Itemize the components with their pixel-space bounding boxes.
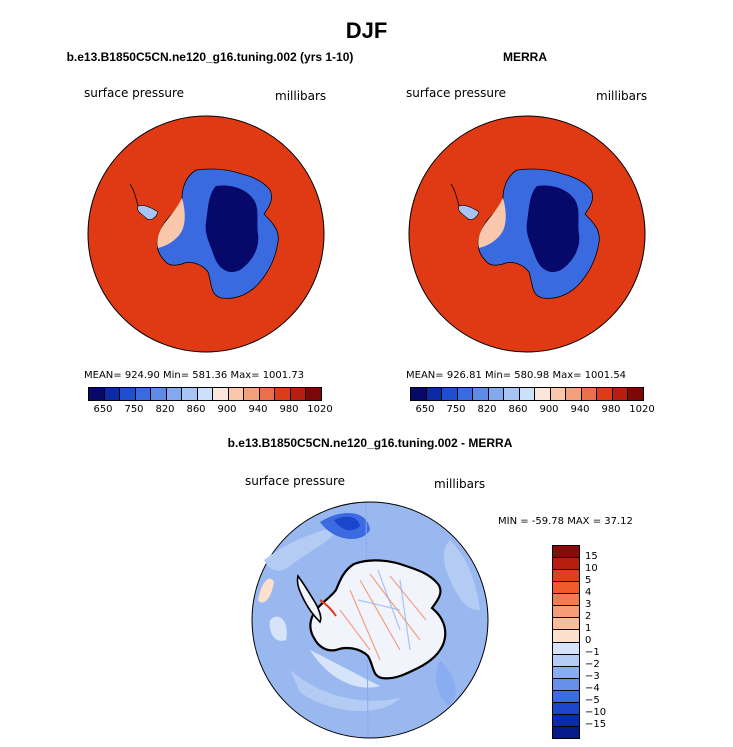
stats-line: MIN = -59.78 MAX = 37.12 (498, 516, 633, 527)
anomaly-streaks (339, 573, 427, 661)
anomaly-streaks (319, 599, 337, 617)
stats-line: MEAN= 924.90 Min= 581.36 Max= 1001.73 (84, 370, 305, 381)
variable-label: surface pressure (245, 474, 345, 488)
anomaly-region (264, 526, 340, 571)
colorbar-tick: 940 (248, 404, 268, 415)
anomaly-region (269, 616, 287, 641)
anomaly-region (290, 670, 400, 711)
colorbar (88, 387, 322, 401)
colorbar-tick: 860 (508, 404, 528, 415)
colorbar-tick: −3 (585, 671, 600, 682)
units-label: millibars (275, 89, 327, 103)
units-label: millibars (434, 477, 486, 491)
colorbar-tick: −1 (585, 647, 600, 658)
colorbar-tick: −5 (585, 695, 600, 706)
colorbar-tick: 860 (186, 404, 206, 415)
high-plateau (526, 185, 580, 273)
vertical-colorbar (552, 545, 580, 739)
peninsula (137, 205, 159, 220)
anomaly-region (443, 540, 480, 611)
colorbar-tick: 940 (570, 404, 590, 415)
colorbar-tick: 2 (585, 611, 592, 622)
colorbar-tick: 3 (585, 599, 592, 610)
colorbar-tick: 820 (477, 404, 497, 415)
polar-map (251, 501, 489, 739)
colorbar-tick: 750 (124, 404, 144, 415)
colorbar-tick: 820 (155, 404, 175, 415)
colorbar-tick: 10 (585, 563, 598, 574)
colorbar-tick: 15 (585, 551, 598, 562)
polar-map (408, 115, 646, 353)
colorbar-tick: 1 (585, 623, 592, 634)
colorbar-tick: 1020 (629, 404, 655, 415)
anomaly-streaks (357, 569, 411, 651)
anomaly-region (258, 578, 274, 603)
ice-shelf-warm (478, 198, 506, 248)
peninsula (458, 205, 480, 220)
figure-title: DJF (345, 18, 388, 43)
colorbar-tick: 650 (93, 404, 113, 415)
map-group (87, 115, 325, 353)
panel-title: b.e13.B1850C5CN.ne120_g16.tuning.002 - M… (227, 436, 513, 450)
stats-line: MEAN= 926.81 Min= 580.98 Max= 1001.54 (406, 370, 627, 381)
colorbar-tick: 0 (585, 635, 592, 646)
colorbar-tick: 900 (539, 404, 559, 415)
ice-shelf-warm (157, 198, 185, 248)
colorbar-tick: 750 (446, 404, 466, 415)
colorbar-tick: 5 (585, 575, 592, 586)
variable-label: surface pressure (84, 86, 184, 100)
colorbar-tick: 980 (279, 404, 299, 415)
colorbar-tick: 650 (415, 404, 435, 415)
colorbar-tick: −10 (585, 707, 607, 718)
colorbar (410, 387, 644, 401)
panel-title: MERRA (503, 50, 547, 64)
units-label: millibars (596, 89, 648, 103)
colorbar-tick: −4 (585, 683, 600, 694)
anomaly-region (310, 650, 380, 688)
colorbar-tick: −2 (585, 659, 600, 670)
map-group (251, 501, 489, 739)
anomaly-region (435, 660, 456, 706)
colorbar-tick: −15 (585, 719, 607, 730)
colorbar-tick: 4 (585, 587, 592, 598)
anomaly-region (334, 516, 360, 531)
high-plateau (205, 185, 259, 273)
colorbar-tick: 980 (601, 404, 621, 415)
colorbar-tick: 900 (217, 404, 237, 415)
peninsula-coast (450, 183, 460, 207)
panel-title: b.e13.B1850C5CN.ne120_g16.tuning.002 (yr… (66, 50, 354, 64)
peninsula-coast (129, 183, 139, 207)
polar-map (87, 115, 325, 353)
variable-label: surface pressure (406, 86, 506, 100)
peninsula (296, 574, 322, 624)
map-group (408, 115, 646, 353)
colorbar-tick: 1020 (307, 404, 333, 415)
